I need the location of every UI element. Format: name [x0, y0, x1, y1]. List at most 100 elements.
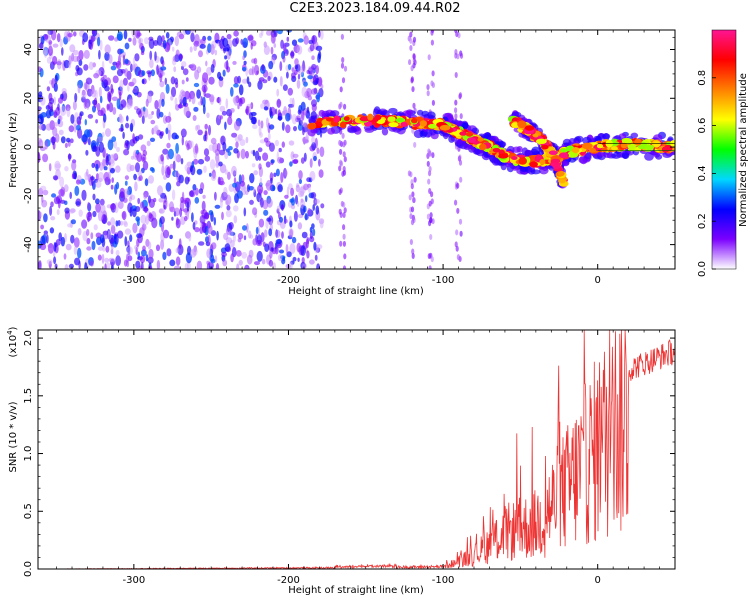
heatmap-cell	[338, 208, 342, 215]
heatmap-cell	[241, 174, 245, 184]
heatmap-cell	[41, 234, 47, 245]
heatmap-cell	[85, 149, 89, 156]
heatmap-cell	[400, 121, 408, 127]
heatmap-cell	[87, 201, 91, 211]
heatmap-cell	[431, 152, 435, 159]
heatmap-cell	[410, 77, 414, 84]
heatmap-cell	[662, 152, 672, 158]
heatmap-cell	[388, 107, 398, 114]
heatmap-cell	[139, 255, 146, 264]
heatmap-cell	[410, 183, 414, 190]
heatmap-cell	[246, 254, 253, 265]
heatmap-cell	[135, 260, 141, 269]
heatmap-cell	[342, 265, 347, 269]
heatmap-cell	[196, 168, 203, 175]
heatmap-cell	[268, 142, 275, 152]
heatmap-cell	[309, 170, 316, 182]
heatmap-cell	[76, 55, 80, 62]
heatmap-cell	[291, 72, 296, 79]
heatmap-cell	[73, 31, 77, 37]
heatmap-cell	[275, 248, 279, 253]
heatmap-cell	[431, 70, 435, 77]
heatmap-cell	[204, 123, 208, 130]
heatmap-cell	[123, 221, 128, 228]
heatmap-cell	[242, 67, 247, 72]
heatmap-cell	[179, 207, 183, 218]
heatmap-cell	[290, 204, 296, 210]
heatmap-cell	[101, 132, 105, 138]
heatmap-cell	[86, 102, 90, 110]
heatmap-cell	[238, 259, 243, 266]
heatmap-cell	[297, 109, 302, 115]
heatmap-cell	[289, 161, 293, 167]
heatmap-cell	[253, 57, 258, 65]
heatmap-cell	[97, 254, 102, 261]
heatmap-cell	[74, 92, 78, 103]
heatmap-cell	[88, 39, 92, 50]
heatmap-cell	[45, 234, 49, 244]
heatmap-cell	[439, 124, 451, 131]
snr-y-scale-note: (x104)	[6, 326, 19, 357]
heatmap-cell	[162, 148, 169, 155]
heatmap-cell	[107, 91, 112, 102]
heatmap-cell	[99, 198, 105, 206]
heatmap-cell	[340, 62, 345, 69]
heatmap-cell	[85, 77, 93, 85]
heatmap-cell	[262, 79, 268, 84]
heatmap-cell	[297, 38, 304, 43]
heatmap-cell	[56, 195, 62, 204]
heatmap-cell	[186, 166, 191, 175]
heatmap-cell	[184, 215, 188, 222]
heatmap-cell	[122, 131, 125, 139]
heatmap-cell	[303, 183, 309, 191]
heatmap-cell	[242, 37, 249, 48]
heatmap-cell	[197, 129, 203, 136]
heatmap-cell	[169, 259, 176, 267]
heatmap-cell	[473, 147, 481, 155]
heatmap-cell	[224, 55, 228, 60]
heatmap-cell	[188, 93, 192, 103]
heatmap-cell	[194, 197, 200, 204]
heatmap-cell	[87, 137, 91, 146]
heatmap-cell	[419, 120, 428, 127]
heatmap-cell	[427, 54, 431, 61]
heatmap-cell	[295, 194, 298, 205]
heatmap-cell	[238, 84, 244, 96]
heatmap-cell	[38, 139, 44, 149]
heatmap-cell	[292, 97, 295, 108]
heatmap-cell	[63, 253, 67, 260]
heatmap-cell	[318, 218, 325, 225]
heatmap-cell	[123, 30, 128, 40]
heatmap-cell	[132, 222, 138, 234]
heatmap-cell	[131, 77, 137, 85]
heatmap-cell	[263, 190, 268, 196]
heatmap-cell	[309, 231, 313, 240]
heatmap-cell	[246, 76, 250, 85]
heatmap-cell	[251, 163, 256, 168]
heatmap-cell	[411, 86, 415, 93]
heatmap-cell	[456, 182, 460, 189]
heatmap-cell	[67, 223, 73, 228]
heatmap-cell	[410, 219, 415, 226]
colorbar-tick-label: 0.4	[697, 165, 708, 181]
heatmap-cell	[58, 97, 63, 104]
heatmap-cell	[465, 132, 474, 137]
heatmap-cell	[104, 257, 109, 263]
heatmap-cell	[64, 142, 68, 148]
heatmap-cell	[292, 256, 297, 262]
heatmap-cell	[456, 254, 460, 261]
heatmap-cell	[302, 126, 305, 136]
heatmap-cell	[87, 114, 94, 119]
heatmap-cell	[295, 184, 301, 193]
heatmap-cell	[224, 151, 229, 160]
heatmap-cell	[284, 194, 289, 199]
heatmap-cell	[327, 127, 335, 135]
heatmap-cell	[77, 247, 82, 259]
heatmap-cell	[279, 76, 283, 87]
spectrogram-y-label: Frequency (Hz)	[8, 112, 19, 188]
heatmap-cell	[622, 137, 633, 145]
heatmap-cell	[110, 217, 116, 227]
heatmap-cell	[206, 66, 212, 76]
heatmap-cell	[297, 73, 301, 80]
